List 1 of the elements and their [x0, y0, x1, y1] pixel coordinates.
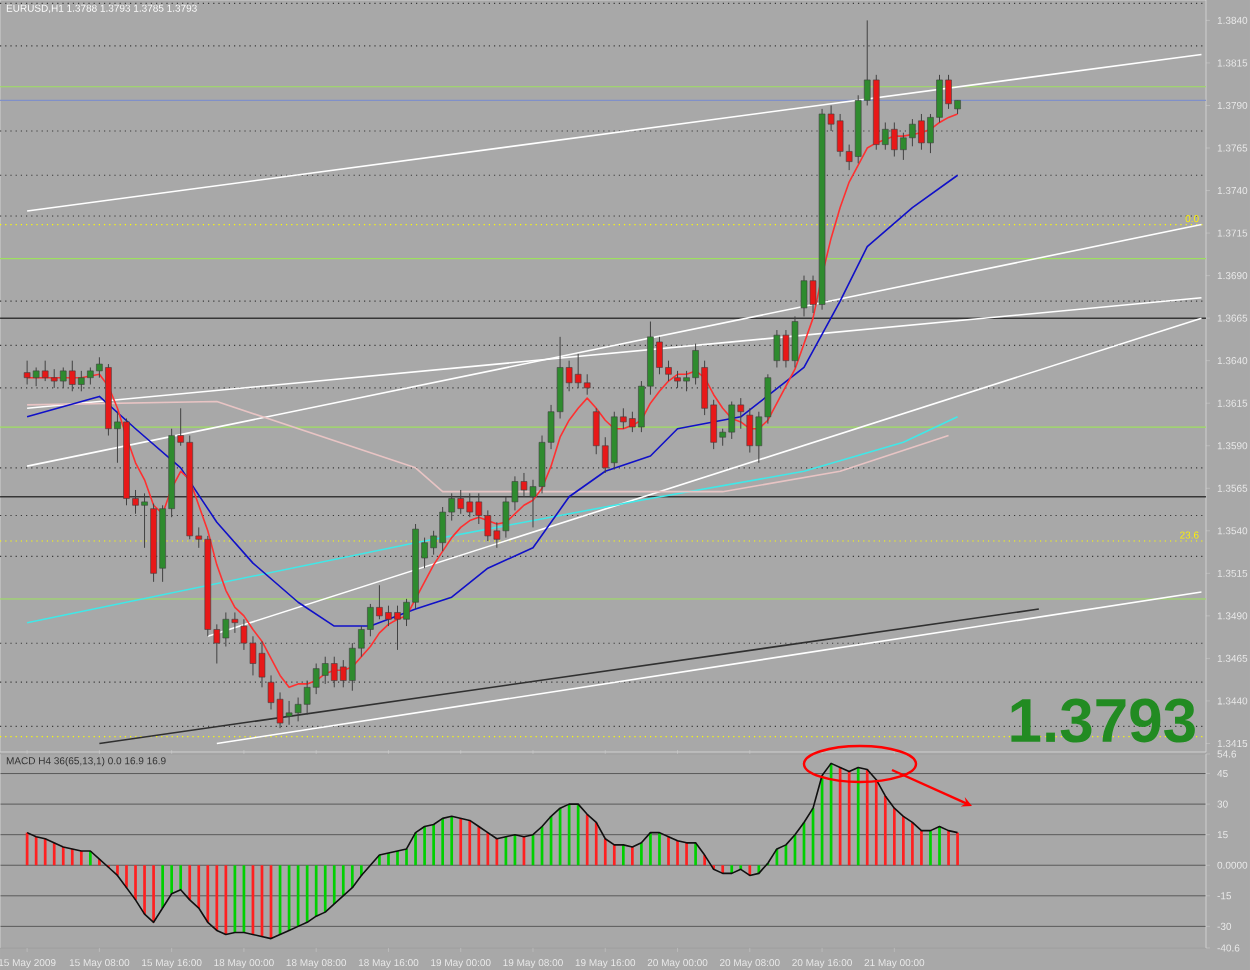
- annotation: 1.3793: [1011, 698, 1195, 743]
